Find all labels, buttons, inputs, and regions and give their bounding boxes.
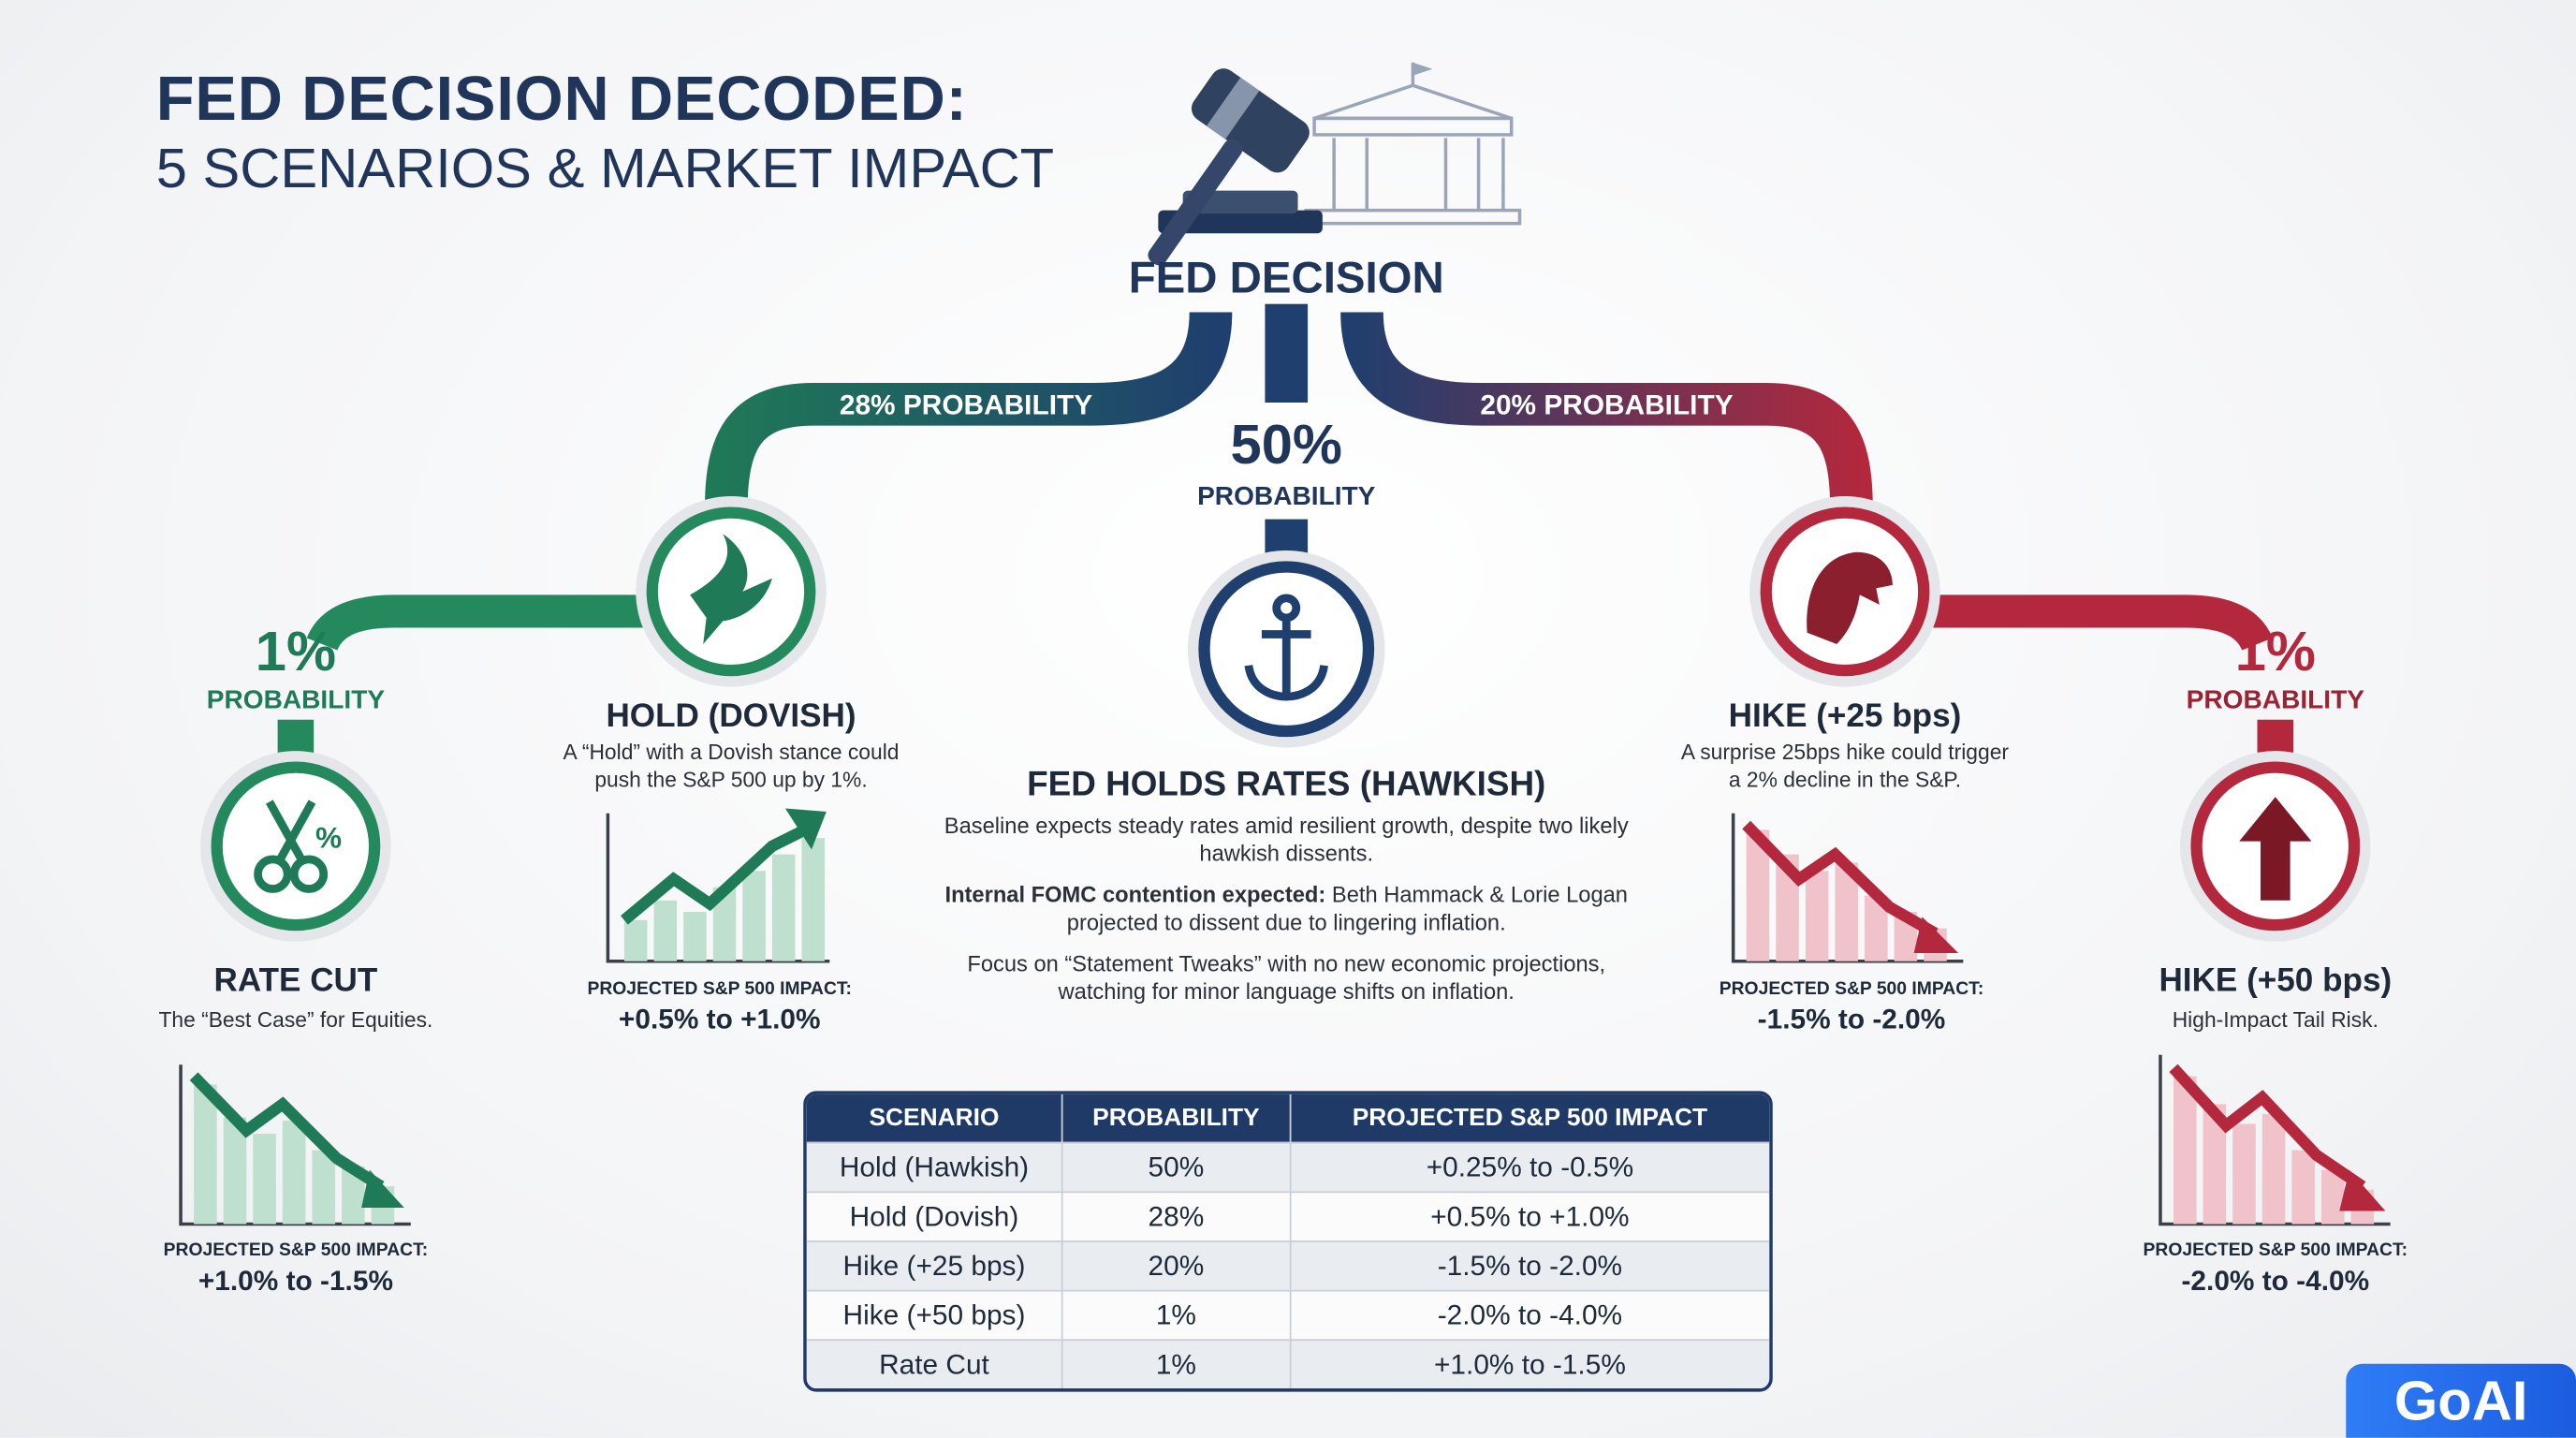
branch-left (704, 311, 1233, 510)
scenario-description: The “Best Case” for Equities. (158, 1006, 433, 1033)
impact-value: +1.0% to -1.5% (198, 1265, 393, 1297)
summary-table: SCENARIO PROBABILITY PROJECTED S&P 500 IMP… (803, 1091, 1773, 1392)
column-header: SCENARIO (806, 1093, 1062, 1142)
column-header: PROBABILITY (1061, 1093, 1289, 1142)
column-header: PROJECTED S&P 500 IMPACT (1288, 1093, 1770, 1142)
mini-chart-hold-dovish (606, 808, 830, 963)
table-cell: Hike (+25 bps) (806, 1240, 1062, 1290)
gavel-icon (1148, 62, 1522, 266)
impact-value: +0.5% to +1.0% (618, 1004, 821, 1035)
table-cell: +0.25% to -0.5% (1288, 1141, 1770, 1192)
scenario-name: RATE CUT (213, 962, 378, 1000)
center-probability-label: PROBABILITY (1197, 482, 1376, 511)
table-cell: -2.0% to -4.0% (1288, 1289, 1770, 1340)
icon-circle-hold-hawkish (1187, 550, 1385, 748)
logo: GoAI (2346, 1363, 2576, 1438)
table-cell: Hold (Dovish) (806, 1191, 1062, 1241)
table-cell: +1.0% to -1.5% (1288, 1339, 1770, 1389)
mini-chart-hike-50 (2159, 1054, 2391, 1226)
header-row: SCENARIO PROBABILITY PROJECTED S&P 500 IMP… (806, 1093, 1770, 1142)
branch-label-left: 28% PROBABILITY (839, 389, 1093, 421)
table-row: Hold (Dovish) 28% +0.5% to +1.0% (806, 1191, 1770, 1241)
center-paragraph: Internal FOMC contention expected: Beth … (933, 881, 1640, 937)
impact-label: PROJECTED S&P 500 IMPACT: (2143, 1240, 2408, 1261)
table-cell: 1% (1061, 1289, 1289, 1340)
subtitle: 5 SCENARIOS & MARKET IMPACT (155, 138, 1055, 201)
probability-label: PROBABILITY (206, 686, 386, 715)
center-title: FED HOLDS RATES (HAWKISH) (1027, 765, 1546, 804)
table-body: Hold (Hawkish) 50% +0.25% to -0.5% Hold (Do… (806, 1141, 1770, 1389)
mini-chart-rate-cut (179, 1064, 411, 1226)
icon-circle-rate-cut (200, 751, 391, 942)
scenario-name: HIKE (+25 bps) (1728, 697, 1962, 735)
center-paragraph: Focus on “Statement Tweaks” with no new … (967, 951, 1606, 1005)
table-cell: 50% (1061, 1141, 1289, 1192)
table-cell: 20% (1061, 1240, 1289, 1290)
center-paragraph-bold: Internal FOMC contention expected: (944, 882, 1326, 907)
mini-chart-hike-25 (1731, 813, 1964, 963)
branch-label-right: 20% PROBABILITY (1480, 389, 1734, 421)
probability: 1% (2234, 621, 2316, 684)
impact-label: PROJECTED S&P 500 IMPACT: (1719, 979, 1984, 1000)
probability: 1% (255, 621, 337, 684)
scenario-name: HOLD (DOVISH) (606, 697, 856, 735)
table-cell: 1% (1061, 1339, 1289, 1389)
table-cell: -1.5% to -2.0% (1288, 1240, 1770, 1290)
scenario-description: A surprise 25bps hike could trigger a 2%… (1680, 739, 2009, 792)
branch-right-secondary (1922, 594, 2273, 652)
branch-right (1340, 311, 1873, 510)
table-header: SCENARIO PROBABILITY PROJECTED S&P 500 IMP… (806, 1093, 1770, 1142)
icon-circle-hike-25 (1749, 496, 1940, 687)
table-cell: Rate Cut (806, 1339, 1062, 1389)
table-row: Hike (+25 bps) 20% -1.5% to -2.0% (806, 1240, 1770, 1290)
center-probability: 50% (1230, 414, 1342, 477)
table-cell: Hold (Hawkish) (806, 1141, 1062, 1192)
probability-label: PROBABILITY (2186, 686, 2364, 715)
title: FED DECISION DECODED: (155, 66, 968, 135)
table-row: Hike (+50 bps) 1% -2.0% to -4.0% (806, 1289, 1770, 1340)
center-paragraph-text: Beth Hammack & Lorie Logan projected to … (1066, 882, 1629, 935)
table-cell: Hike (+50 bps) (806, 1289, 1062, 1340)
scenario-description: A “Hold” with a Dovish stance could push… (563, 739, 900, 792)
branch-center (1265, 303, 1309, 403)
impact-value: -2.0% to -4.0% (2181, 1265, 2370, 1297)
table-cell: +0.5% to +1.0% (1288, 1191, 1770, 1241)
branch-left-secondary (306, 594, 658, 652)
icon-label: % (315, 821, 343, 855)
icon-circle-hike-50 (2180, 751, 2371, 942)
hub-label: FED DECISION (1128, 253, 1444, 302)
center-paragraph: Baseline expects steady rates amid resil… (944, 813, 1629, 866)
table-cell: 28% (1061, 1191, 1289, 1241)
table-row: Rate Cut 1% +1.0% to -1.5% (806, 1339, 1770, 1389)
table-row: Hold (Hawkish) 50% +0.25% to -0.5% (806, 1141, 1770, 1192)
impact-value: -1.5% to -2.0% (1757, 1004, 1946, 1035)
icon-circle-hold-dovish (636, 496, 827, 687)
scenario-description: High-Impact Tail Risk. (2172, 1006, 2378, 1033)
impact-label: PROJECTED S&P 500 IMPACT: (163, 1240, 429, 1261)
impact-label: PROJECTED S&P 500 IMPACT: (587, 979, 852, 1000)
scenario-name: HIKE (+50 bps) (2159, 962, 2393, 1000)
